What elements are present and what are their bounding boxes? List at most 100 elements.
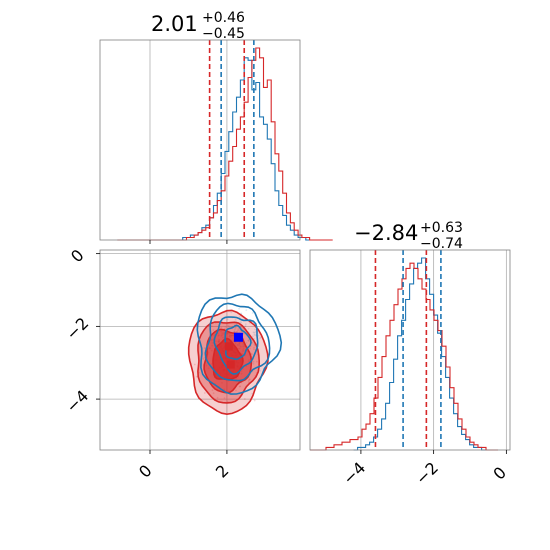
density-sample-point: [248, 378, 251, 381]
density-sample-point: [220, 326, 223, 329]
density-sample-point: [253, 344, 256, 347]
density-sample-point: [226, 318, 229, 320]
title-param-2-lower: −0.74: [420, 236, 463, 252]
density-sample-point: [203, 392, 206, 394]
density-sample-point: [253, 346, 255, 349]
title-param-1-upper: +0.46: [202, 10, 245, 26]
density-sample-point: [237, 329, 239, 332]
density-sample-point: [234, 326, 237, 329]
red-marker: [224, 342, 233, 351]
density-sample-point: [240, 312, 243, 315]
density-sample-point: [233, 330, 236, 333]
density-sample-point: [239, 385, 242, 388]
density-sample-point: [254, 334, 257, 337]
histogram-param-2: −4 −2 0: [309, 249, 511, 488]
density-sample-point: [238, 307, 241, 310]
density-sample-point: [227, 324, 230, 327]
density-sample-point: [251, 312, 254, 314]
density-sample-point: [212, 329, 215, 331]
hist2-red-series: [310, 262, 498, 451]
density-sample-point: [253, 331, 256, 334]
density-sample-point: [234, 327, 237, 329]
histogram-param-1: [99, 39, 333, 244]
density-sample-point: [193, 363, 196, 366]
density-sample-point: [251, 353, 253, 355]
density-sample-point: [195, 375, 198, 378]
density-sample-point: [245, 341, 248, 344]
density-sample-point: [253, 348, 255, 351]
panel-frame: [99, 249, 301, 451]
density-sample-point: [238, 316, 241, 318]
density-sample-point: [234, 318, 237, 321]
density-sample-point: [238, 329, 241, 331]
panel-frame: [309, 249, 511, 451]
hist2-x-tick-label: −2: [412, 458, 442, 488]
density-sample-point: [212, 392, 215, 395]
density-sample-point: [244, 323, 247, 326]
red-marker: [226, 360, 235, 369]
density-x-tick-label: 0: [135, 461, 156, 482]
blue-marker: [233, 332, 243, 342]
density-sample-point: [243, 332, 245, 335]
density-sample-point: [216, 396, 219, 399]
density-sample-point: [244, 325, 247, 327]
density-sample-point: [240, 321, 243, 324]
density-sample-point: [238, 331, 241, 334]
density-sample-point: [203, 347, 206, 349]
density-sample-point: [202, 358, 205, 360]
density-x-tick-label: 2: [212, 461, 233, 482]
density-sample-point: [237, 327, 240, 330]
density-sample-point: [252, 360, 255, 363]
title-param-1-lower: −0.45: [202, 26, 245, 42]
density-sample-point: [247, 339, 250, 341]
density-sample-point: [238, 385, 241, 388]
title-param-2: −2.84 +0.63 −0.74: [354, 220, 463, 252]
title-param-1: 2.01 +0.46 −0.45: [151, 10, 245, 42]
density-sample-point: [252, 362, 255, 365]
hist2-x-tick-label: 0: [489, 463, 510, 484]
panel-frame: [99, 39, 301, 241]
density-sample-point: [248, 340, 250, 343]
density-sample-point: [247, 327, 250, 330]
density-sample-point: [252, 331, 255, 334]
density-sample-point: [248, 378, 251, 381]
title-param-2-value: −2.84: [354, 221, 418, 245]
density-sample-point: [233, 330, 236, 333]
density-sample-point: [203, 356, 206, 359]
density-y-tick-label: −2: [62, 314, 92, 344]
density-sample-point: [230, 311, 233, 314]
density-sample-point: [253, 399, 256, 402]
title-param-2-upper: +0.63: [420, 220, 463, 236]
density-sample-point: [228, 325, 230, 328]
density-sample-point: [234, 328, 236, 331]
density-sample-point: [257, 334, 260, 337]
density-sample-point: [224, 326, 227, 328]
blue-contour-level: [196, 293, 283, 395]
density-sample-point: [223, 397, 226, 399]
density-sample-point: [243, 398, 246, 400]
density-sample-point: [251, 335, 254, 338]
density-sample-point: [240, 326, 243, 329]
red-contour-level: [212, 337, 244, 381]
density-y-tick-label: −4: [62, 386, 92, 416]
density-sample-point: [235, 389, 237, 392]
density-sample-point: [247, 339, 250, 342]
blue-contour-level: [204, 302, 271, 382]
blue-contour-level: [213, 316, 259, 375]
density-sample-point: [210, 325, 213, 328]
density-y-tick-label: 0: [67, 246, 88, 267]
density-sample-point: [259, 337, 261, 339]
density-sample-point: [236, 330, 238, 333]
density-sample-point: [254, 328, 256, 331]
density-sample-point: [253, 333, 256, 336]
density-sample-point: [249, 347, 252, 350]
density-sample-point: [239, 321, 242, 323]
density-sample-point: [245, 309, 248, 312]
density-sample-point: [255, 360, 258, 363]
hist2-blue-series: [353, 257, 490, 451]
density-sample-point: [251, 341, 254, 344]
density-sample-point: [247, 379, 250, 382]
density-sample-point: [247, 381, 250, 383]
density-sample-point: [223, 327, 226, 330]
